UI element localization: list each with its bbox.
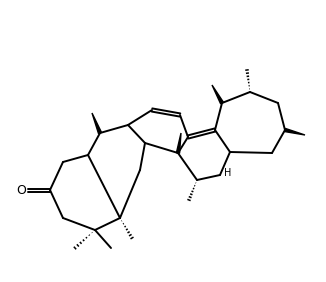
- Polygon shape: [212, 85, 223, 104]
- Polygon shape: [285, 128, 305, 135]
- Polygon shape: [92, 113, 101, 134]
- Text: O: O: [16, 184, 26, 197]
- Text: H: H: [224, 168, 231, 178]
- Polygon shape: [176, 133, 181, 153]
